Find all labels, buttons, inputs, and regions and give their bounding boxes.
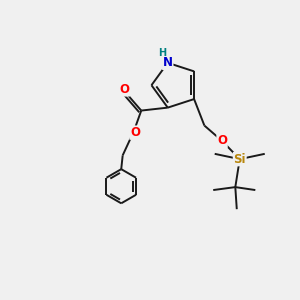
Text: N: N [163,56,173,69]
Text: O: O [130,126,140,139]
Text: O: O [217,134,227,147]
Text: O: O [119,83,130,96]
Text: Si: Si [233,153,246,166]
Text: H: H [158,48,166,59]
